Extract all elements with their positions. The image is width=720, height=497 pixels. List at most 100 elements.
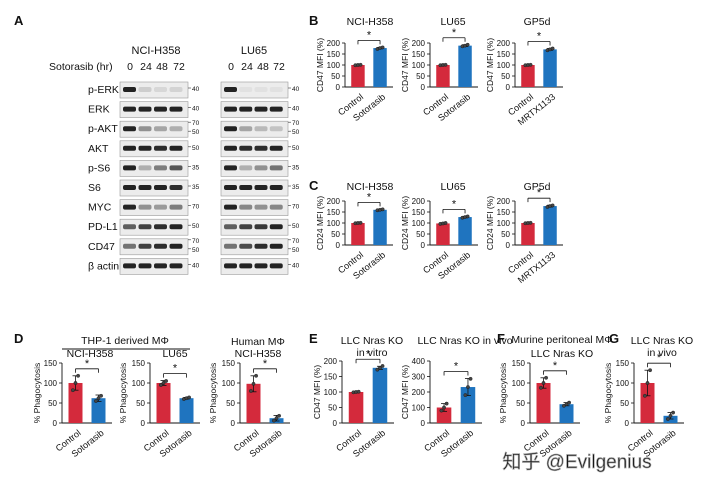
mw-marker: 70 bbox=[292, 120, 300, 127]
y-tick-label: 100 bbox=[412, 404, 426, 413]
chart-f1: LLC Nras KO% Phagocytosis050100150Contro… bbox=[498, 348, 593, 459]
y-tick-label: 0 bbox=[625, 419, 630, 428]
y-tick-label: 100 bbox=[324, 388, 338, 397]
blot-band bbox=[169, 126, 183, 132]
bar-control bbox=[351, 223, 365, 245]
significance-star: * bbox=[452, 27, 457, 39]
bar-sotorasib bbox=[458, 217, 472, 245]
panel-letter-e: E bbox=[309, 331, 318, 346]
y-axis-label: % Phagocytosis bbox=[32, 363, 42, 423]
panel-letter-c: C bbox=[309, 178, 319, 193]
y-tick-label: 200 bbox=[327, 197, 341, 206]
bar-control bbox=[521, 223, 535, 245]
data-point bbox=[468, 376, 473, 381]
protein-label: S6 bbox=[88, 182, 101, 194]
panel-letter-d: D bbox=[14, 331, 23, 346]
mw-marker: 35 bbox=[292, 184, 300, 191]
y-tick-label: 50 bbox=[328, 404, 337, 413]
data-point bbox=[161, 381, 166, 385]
data-point bbox=[380, 45, 385, 50]
chart-d1: NCI-H358% Phagocytosis050100150ControlSo… bbox=[32, 348, 113, 459]
mw-marker: 70 bbox=[192, 204, 200, 211]
data-point bbox=[249, 389, 253, 393]
blot-band bbox=[169, 185, 183, 190]
data-point bbox=[466, 385, 470, 389]
timepoint-label: 24 bbox=[241, 61, 253, 73]
blot-band bbox=[269, 126, 283, 132]
blot-band bbox=[224, 263, 237, 269]
y-tick-label: 0 bbox=[53, 419, 58, 428]
data-point bbox=[71, 388, 75, 393]
data-point bbox=[668, 413, 673, 418]
mw-marker: 50 bbox=[292, 129, 300, 136]
protein-label: p-ERK bbox=[88, 84, 119, 96]
blot-band bbox=[239, 224, 253, 230]
significance-star: * bbox=[173, 363, 178, 375]
y-tick-label: 50 bbox=[416, 72, 425, 81]
blot-band bbox=[154, 224, 167, 230]
y-tick-label: 150 bbox=[412, 208, 426, 217]
y-tick-label: 50 bbox=[620, 399, 629, 408]
y-tick-label: 100 bbox=[512, 379, 526, 388]
chart-title: LLC Nras KO bbox=[341, 335, 403, 347]
y-tick-label: 200 bbox=[412, 388, 426, 397]
data-point bbox=[380, 207, 385, 212]
timepoint-axis-label: Sotorasib (hr) bbox=[49, 61, 113, 73]
human-mphi-header: Human MΦ bbox=[231, 336, 285, 348]
y-tick-label: 0 bbox=[421, 419, 426, 428]
blot-band bbox=[224, 204, 237, 210]
y-tick-label: 150 bbox=[412, 50, 426, 59]
blot-band bbox=[254, 185, 268, 190]
y-tick-label: 100 bbox=[412, 61, 426, 70]
data-point bbox=[528, 220, 533, 225]
blot-band bbox=[169, 165, 183, 171]
data-point bbox=[442, 405, 446, 410]
bar-sotorasib bbox=[373, 48, 387, 87]
y-axis-label: % Phagocytosis bbox=[498, 363, 508, 423]
timepoint-label: 72 bbox=[173, 61, 185, 73]
blot-band bbox=[138, 145, 152, 151]
blot-band bbox=[138, 106, 152, 112]
y-tick-label: 150 bbox=[497, 50, 511, 59]
timepoint-label: 24 bbox=[140, 61, 152, 73]
data-point bbox=[439, 408, 444, 413]
significance-star: * bbox=[657, 352, 662, 364]
chart-title: LLC Nras KO in vivo bbox=[417, 335, 512, 347]
chart-title: LU65 bbox=[162, 348, 187, 360]
chart-d3: NCI-H358% Phagocytosis050100150ControlSo… bbox=[208, 348, 290, 459]
bar-control bbox=[640, 383, 655, 423]
blot-band bbox=[123, 224, 136, 230]
y-tick-label: 400 bbox=[412, 357, 426, 366]
protein-label: ERK bbox=[88, 104, 110, 116]
blot-band bbox=[154, 145, 167, 151]
blot-band bbox=[224, 224, 237, 230]
y-tick-label: 150 bbox=[222, 359, 236, 368]
data-point bbox=[73, 381, 78, 385]
bar-sotorasib bbox=[458, 45, 472, 87]
chart-title: NCI-H358 bbox=[347, 181, 394, 193]
mw-marker: 70 bbox=[192, 238, 200, 245]
y-tick-label: 150 bbox=[324, 373, 338, 382]
cell-line-label: NCI-H358 bbox=[132, 45, 181, 57]
data-point bbox=[251, 381, 256, 386]
panel-letter-b: B bbox=[309, 13, 318, 28]
y-tick-label: 200 bbox=[412, 39, 426, 48]
data-point bbox=[99, 393, 103, 398]
mw-marker: 35 bbox=[192, 184, 200, 191]
blot-band bbox=[138, 263, 152, 269]
blot-band bbox=[224, 126, 237, 132]
panel-subheaders: THP-1 derived MΦ Human MΦ Murine periton… bbox=[62, 334, 613, 350]
bar-control bbox=[536, 383, 551, 423]
mw-marker: 70 bbox=[192, 120, 200, 127]
y-tick-label: 0 bbox=[421, 83, 426, 92]
significance-star: * bbox=[553, 360, 558, 372]
data-point bbox=[550, 203, 555, 208]
data-point bbox=[671, 410, 675, 415]
bar-control bbox=[246, 383, 261, 423]
y-tick-label: 50 bbox=[516, 399, 525, 408]
y-tick-label: 100 bbox=[132, 379, 146, 388]
